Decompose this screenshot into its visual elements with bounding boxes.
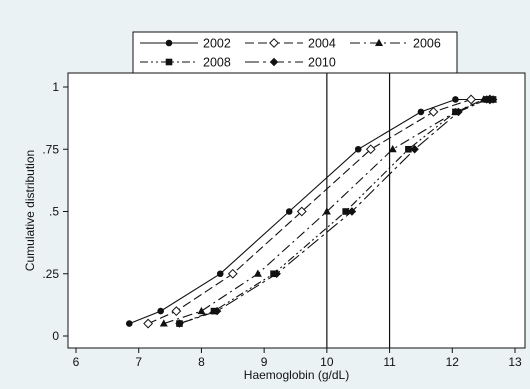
data-point-2010: [410, 145, 419, 154]
x-axis: 6 7 8 9 10 11 12 13: [73, 347, 522, 369]
legend-marker-2008: [165, 58, 173, 66]
data-point-2006: [159, 319, 168, 327]
y-tick-label: .75: [42, 142, 59, 156]
x-tick-label: 11: [383, 355, 396, 369]
data-point-2004: [296, 206, 307, 217]
legend-marker-2004: [269, 38, 279, 48]
x-tick-label: 13: [508, 355, 522, 369]
series-2010: [175, 95, 498, 328]
series-line-2004: [147, 98, 490, 325]
legend-item-2006: 2006: [350, 37, 441, 51]
data-point-2002: [157, 307, 164, 315]
data-point-2006: [197, 306, 206, 315]
data-point-2010: [347, 207, 357, 216]
data-point-2010: [454, 107, 463, 117]
y-tick-label: .5: [49, 205, 59, 219]
legend: 2002 2004 2006 2008 2010: [132, 31, 458, 74]
y-axis-title: Cumulative distribution: [23, 150, 37, 271]
legend-label: 2008: [203, 56, 231, 70]
x-tick-label: 10: [320, 355, 334, 369]
data-point-2004: [428, 106, 439, 117]
y-tick-label: .25: [42, 267, 59, 281]
series-line-2010: [179, 98, 494, 325]
x-tick-label: 8: [198, 355, 205, 369]
x-tick-label: 12: [446, 355, 460, 369]
x-tick-label: 6: [73, 355, 80, 369]
legend-label: 2004: [308, 37, 336, 51]
data-point-2008: [342, 208, 349, 215]
data-point-2004: [171, 306, 182, 317]
y-axis: 0 .25 .5 .75 1: [42, 80, 69, 343]
legend-item-2002: 2002: [140, 37, 231, 51]
data-point-2002: [354, 145, 362, 153]
data-point-2010: [212, 306, 222, 316]
legend-marker-2006: [375, 38, 383, 46]
data-point-2004: [466, 94, 477, 105]
data-point-2002: [216, 270, 224, 278]
series-layer: [126, 94, 498, 329]
legend-marker-2010: [269, 57, 279, 67]
x-tick-label: 7: [135, 355, 142, 369]
data-point-2010: [175, 319, 184, 328]
legend-label: 2006: [413, 37, 441, 51]
x-axis-title: Haemoglobin (g/dL): [244, 368, 349, 382]
data-point-2006: [253, 269, 262, 277]
y-tick-label: 1: [52, 80, 59, 94]
x-tick-label: 9: [261, 355, 268, 369]
data-point-2004: [227, 268, 238, 279]
legend-item-2004: 2004: [245, 37, 336, 51]
data-point-2002: [126, 320, 133, 327]
data-point-2010: [272, 269, 281, 278]
legend-box: [132, 31, 458, 74]
data-point-2002: [417, 108, 425, 116]
data-point-2006: [322, 207, 331, 215]
legend-label: 2002: [203, 37, 231, 51]
series-line-2002: [129, 98, 490, 325]
data-point-2004: [365, 144, 376, 155]
data-point-2002: [452, 96, 459, 103]
legend-item-2010: 2010: [245, 56, 336, 70]
series-line-2006: [163, 98, 494, 325]
plot-area: [67, 72, 526, 349]
data-point-2004: [143, 318, 154, 329]
legend-item-2008: 2008: [140, 56, 231, 70]
data-point-2010: [482, 95, 491, 104]
data-point-2002: [285, 208, 293, 215]
y-tick-label: 0: [52, 329, 59, 343]
data-point-2008: [405, 145, 412, 153]
legend-marker-2002: [165, 39, 173, 47]
legend-label: 2010: [308, 56, 336, 70]
data-point-2006: [388, 145, 397, 153]
data-point-2010: [488, 95, 498, 104]
